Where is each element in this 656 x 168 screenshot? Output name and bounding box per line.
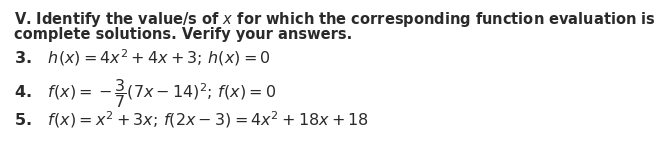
Text: 4.   $f(x) = -\dfrac{3}{7}(7x - 14)^2;\, f(x) = 0$: 4. $f(x) = -\dfrac{3}{7}(7x - 14)^2;\, f… [14, 77, 276, 110]
Text: complete solutions. Verify your answers.: complete solutions. Verify your answers. [14, 27, 352, 42]
Text: 5.   $f(x) = x^2 + 3x;\, f(2x - 3) = 4x^2 + 18x + 18$: 5. $f(x) = x^2 + 3x;\, f(2x - 3) = 4x^2 … [14, 109, 369, 130]
Text: V. Identify the value/s of $x$ for which the corresponding function evaluation i: V. Identify the value/s of $x$ for which… [14, 10, 656, 29]
Text: 3.   $h(x) = 4x^2 + 4x + 3;\, h(x) = 0$: 3. $h(x) = 4x^2 + 4x + 3;\, h(x) = 0$ [14, 47, 270, 68]
